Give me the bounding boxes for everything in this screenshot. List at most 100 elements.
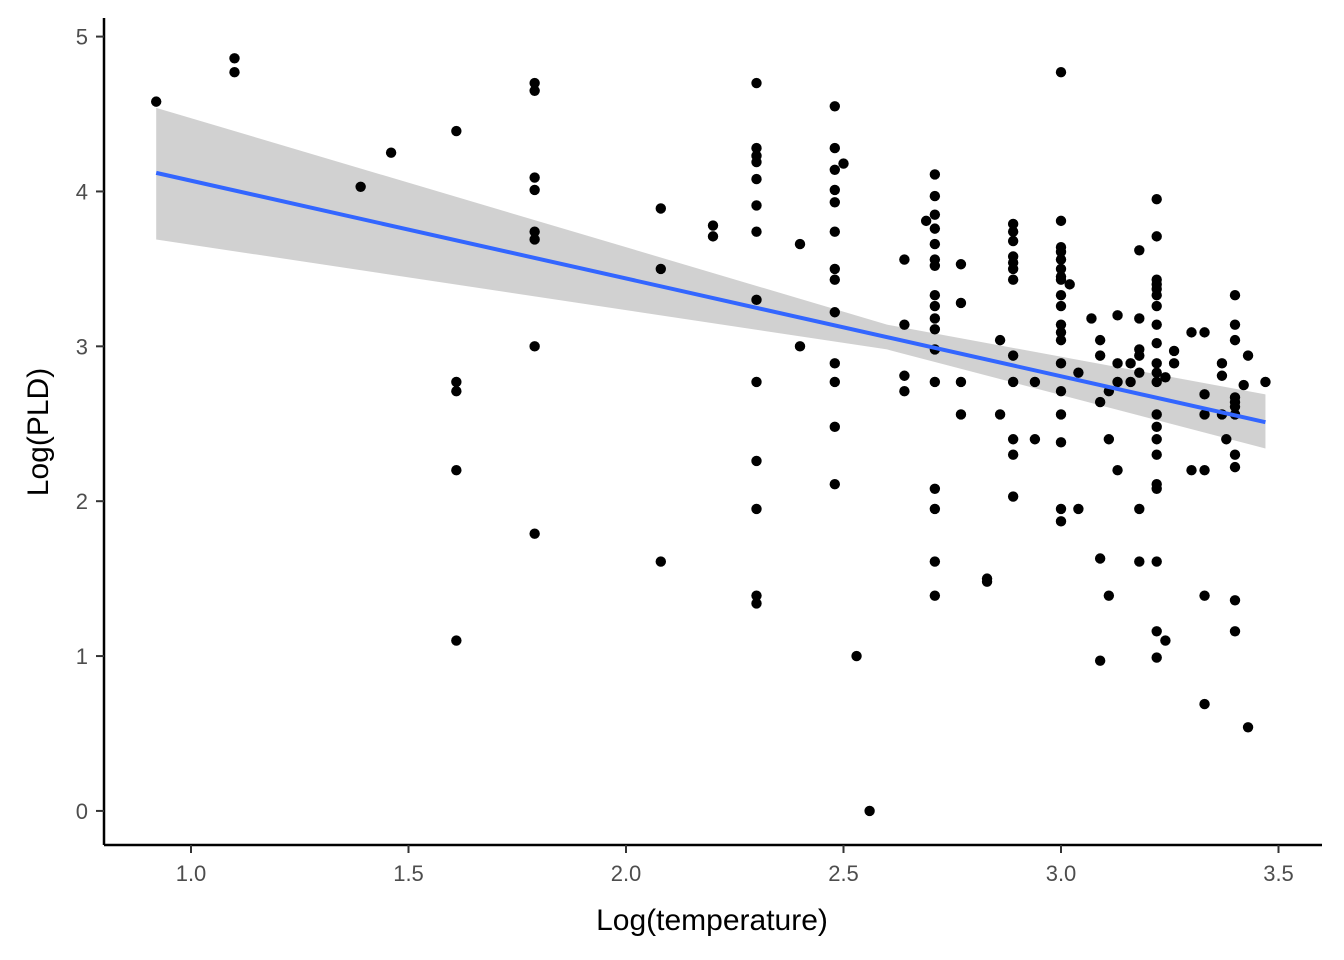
y-axis-title: Log(PLD) [22,368,55,496]
data-point [529,341,540,352]
data-points-layer [151,53,1271,817]
data-point [1229,401,1241,412]
data-point [1055,319,1067,330]
data-point [1260,376,1271,388]
data-point [829,226,840,237]
data-point [229,67,240,78]
data-point [751,376,762,388]
data-point [1216,358,1228,369]
data-point [829,478,840,490]
data-point [451,386,462,397]
data-point [1186,465,1197,476]
data-point [707,220,719,231]
data-point [829,421,840,433]
data-point [929,238,941,250]
data-point [751,294,762,306]
data-point [1151,358,1162,369]
data-point [1151,290,1162,301]
data-point [1151,626,1162,637]
x-tick-label: 1.0 [176,861,207,886]
data-point [1112,465,1123,476]
data-point [751,142,762,154]
data-point [751,173,762,185]
data-point [1151,193,1162,205]
data-point [1055,327,1067,338]
data-point [1151,556,1162,567]
data-point [655,556,666,567]
data-point [929,300,941,312]
data-point [929,209,941,220]
data-point [1055,215,1067,227]
data-point [385,147,397,158]
data-point [529,172,540,183]
data-point [1055,263,1067,275]
y-tick-label: 3 [76,334,88,359]
data-point [1229,461,1241,473]
y-tick-label: 2 [76,489,88,514]
data-point [1199,465,1210,476]
x-axis-title: Log(temperature) [596,904,828,937]
data-point [1064,279,1075,290]
data-point [655,203,666,214]
data-point [794,238,806,250]
data-point [1007,218,1019,230]
data-point [1103,434,1115,445]
data-point [1151,483,1162,495]
data-point [1112,376,1123,388]
data-point [1199,698,1210,710]
data-point [1151,449,1162,460]
data-point [1151,376,1162,388]
data-point [929,169,941,180]
data-point [751,503,762,515]
data-point [451,465,462,476]
data-point [451,376,462,388]
data-point [655,263,666,275]
data-point [1186,327,1197,338]
data-point [1007,434,1019,445]
data-point [751,598,762,609]
data-point [1242,350,1254,361]
data-point [1055,274,1067,285]
data-point [1125,376,1136,388]
data-point [751,200,762,211]
data-point [1007,274,1019,285]
data-point [1007,376,1019,388]
x-tick-label: 3.5 [1263,861,1294,886]
data-point [929,190,941,202]
data-point [1151,421,1162,433]
fit-line [155,170,1266,425]
data-point [1151,434,1162,445]
data-point [1094,396,1106,408]
data-point [929,324,941,335]
data-point [751,77,762,89]
data-point [1007,235,1019,247]
x-tick-label: 1.5 [393,861,424,886]
data-point [829,184,840,196]
data-point [899,319,910,330]
data-point [1134,503,1145,515]
data-point [529,184,540,196]
data-point [1094,334,1106,346]
confidence-band-layer [156,107,1266,449]
data-point [1094,553,1106,564]
y-tick-label: 1 [76,644,88,669]
data-point [1055,246,1067,258]
data-point [529,226,540,237]
confidence-band [156,107,1266,449]
data-point [1199,590,1210,601]
data-point [1007,350,1019,361]
data-point [1229,334,1241,346]
data-point [1086,313,1097,324]
data-point [1221,434,1232,445]
data-point [451,125,462,137]
data-point [955,259,967,270]
data-point [920,215,932,227]
data-point [529,234,540,245]
data-point [829,307,840,318]
data-point [1134,556,1145,567]
data-point [1216,370,1228,381]
data-point [1112,310,1123,321]
data-point [929,483,941,495]
data-point [751,156,762,168]
data-point [1134,245,1145,256]
